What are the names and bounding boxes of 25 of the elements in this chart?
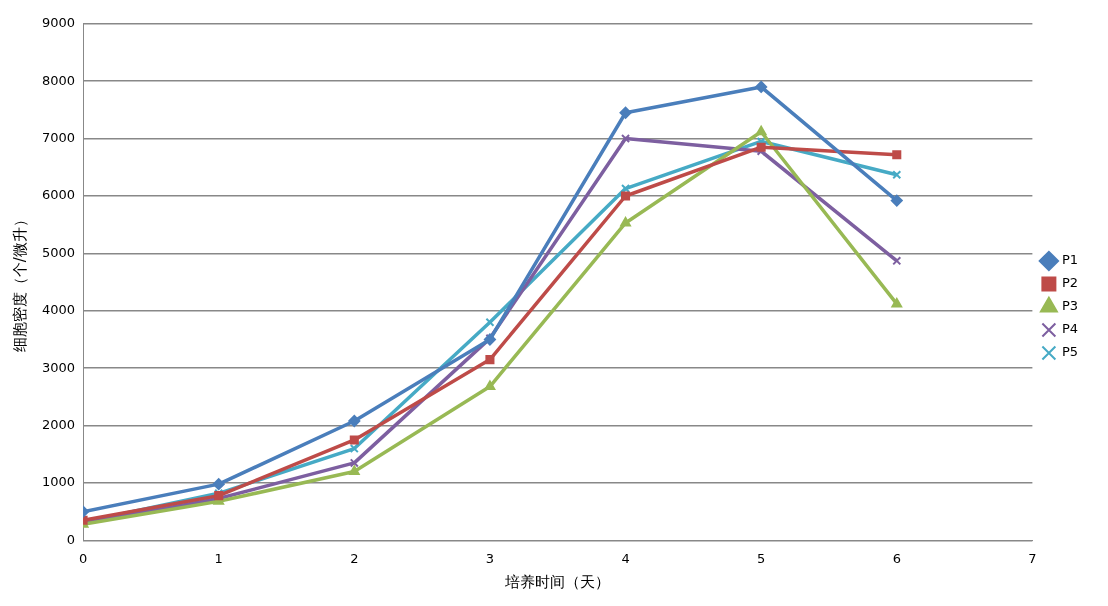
y-tick-label: 8000: [41, 72, 76, 88]
y-tick-label: 2000: [41, 416, 76, 432]
y-axis-title: 细胞密度（个/微升）: [10, 212, 29, 353]
x-tick-label: 2: [350, 550, 359, 566]
y-tick-label: 1000: [41, 474, 76, 490]
y-tick-label: 5000: [41, 244, 76, 260]
x-tick-label: 1: [214, 550, 223, 566]
x-tick-label: 4: [621, 550, 630, 566]
x-tick-label: 3: [485, 550, 495, 566]
x-tick-label: 5: [757, 550, 766, 566]
y-tick-label: 9000: [41, 15, 76, 31]
legend-label: P5: [1061, 344, 1079, 360]
legend-label: P3: [1061, 298, 1079, 314]
x-tick-label: 6: [892, 550, 901, 566]
legend-label: P2: [1061, 275, 1079, 291]
y-tick-label: 7000: [41, 129, 76, 145]
y-tick-label: 6000: [41, 187, 76, 203]
x-axis-title: 培养时间（天）: [504, 572, 611, 591]
x-tick-label: 0: [78, 550, 88, 566]
y-tick-label: 4000: [41, 302, 76, 318]
y-tick-label: 0: [66, 531, 76, 547]
legend-label: P1: [1061, 252, 1079, 268]
y-tick-label: 3000: [41, 359, 76, 375]
legend-label: P4: [1061, 321, 1079, 337]
x-tick-label: 7: [1028, 550, 1037, 566]
